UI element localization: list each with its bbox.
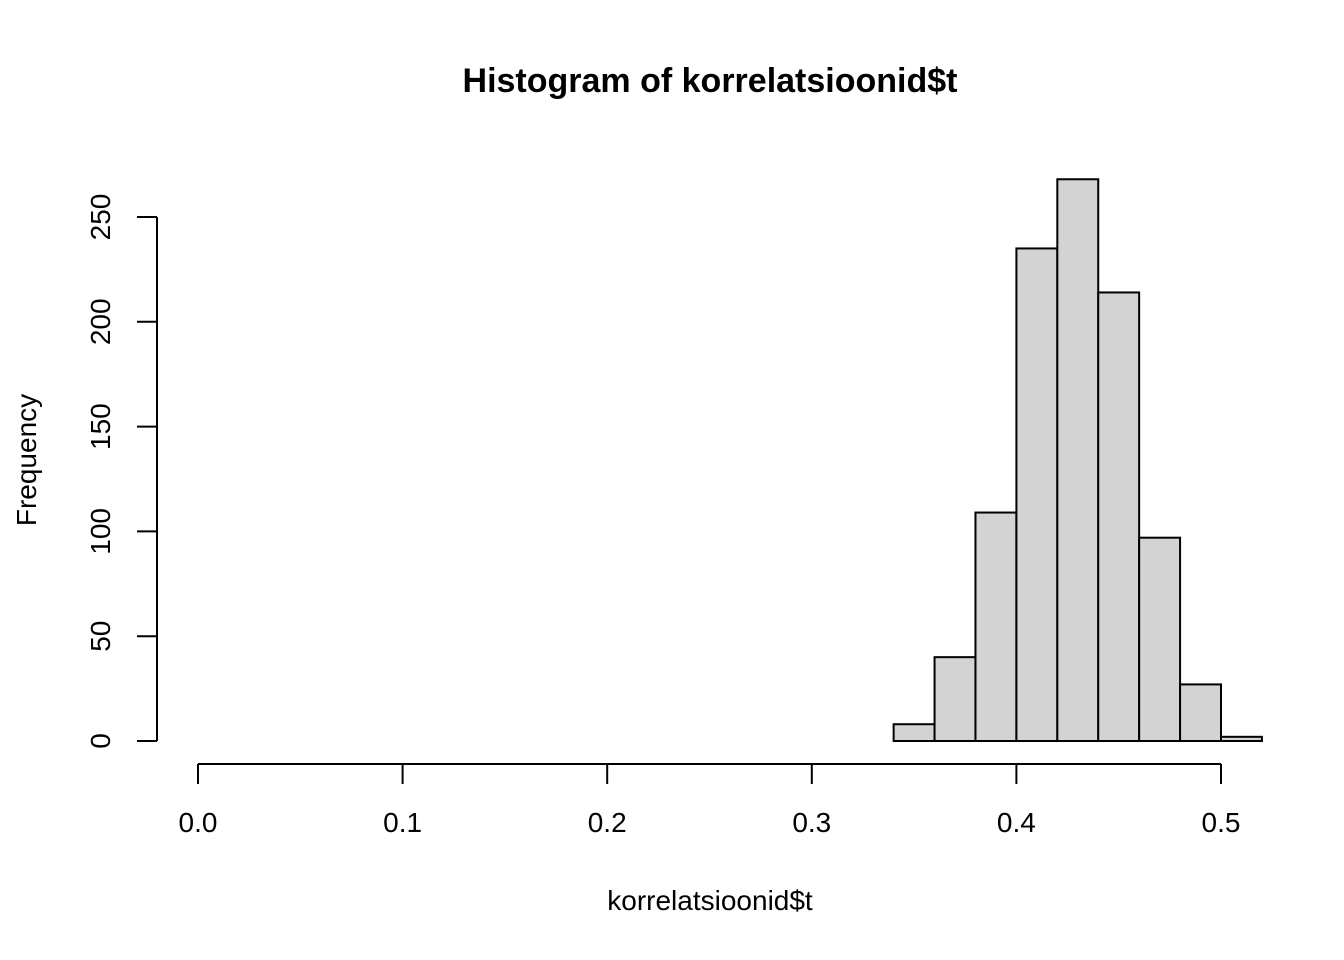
x-tick-label: 0.4: [997, 807, 1036, 838]
y-tick-label: 0: [85, 733, 116, 749]
y-axis: 0 50 100 150 200 250: [85, 194, 158, 749]
y-axis-label: Frequency: [11, 394, 42, 526]
bars-group: [892, 178, 1263, 743]
x-tick-label: 0.1: [383, 807, 422, 838]
y-tick-label: 100: [85, 508, 116, 555]
histogram-bar: [1179, 683, 1222, 743]
histogram-bar: [1015, 247, 1059, 742]
y-tick-label: 150: [85, 403, 116, 450]
y-tick-label: 200: [85, 298, 116, 345]
histogram-bar: [892, 723, 936, 742]
x-axis-label: korrelatsioonid$t: [607, 885, 813, 916]
histogram-bar: [1056, 178, 1100, 743]
y-tick-label: 250: [85, 194, 116, 241]
chart-title: Histogram of korrelatsioonid$t: [463, 62, 958, 100]
x-tick-label: 0.0: [179, 807, 218, 838]
histogram-bar: [974, 511, 1018, 743]
x-tick-label: 0.2: [588, 807, 627, 838]
y-tick-label: 50: [85, 621, 116, 652]
histogram-bar: [1138, 536, 1182, 742]
x-tick-label: 0.3: [792, 807, 831, 838]
histogram-bar: [1097, 291, 1141, 742]
histogram-bar: [1220, 735, 1263, 742]
x-axis: 0.0 0.1 0.2 0.3 0.4 0.5: [179, 763, 1241, 838]
histogram-bar: [933, 656, 977, 742]
x-tick-label: 0.5: [1202, 807, 1241, 838]
